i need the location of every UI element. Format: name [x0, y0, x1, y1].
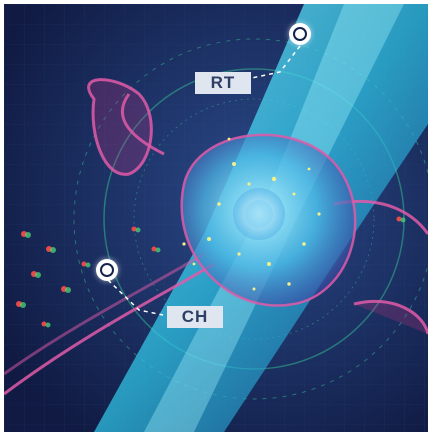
illustration-artwork: [4, 4, 428, 432]
rt-marker-icon: [289, 23, 311, 45]
microscopy-illustration: RT CH: [4, 4, 428, 432]
label-ch: CH: [167, 306, 223, 328]
ch-marker-icon: [96, 259, 118, 281]
label-rt: RT: [195, 72, 251, 94]
